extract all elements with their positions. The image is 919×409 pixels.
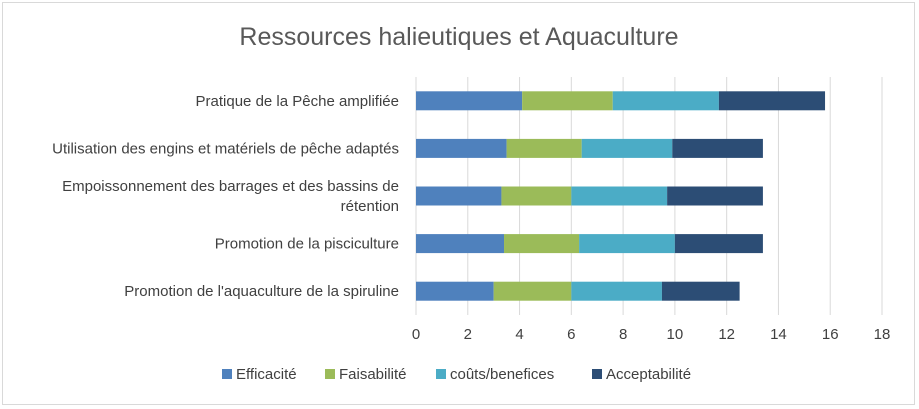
legend-label: Faisabilité (339, 366, 407, 383)
category-label: Pratique de la Pêche amplifiée (196, 93, 399, 110)
bars (416, 91, 826, 301)
x-tick-label: 2 (464, 326, 472, 343)
bar-segment (672, 138, 763, 158)
x-tick-label: 18 (874, 326, 891, 343)
bar-segment (581, 138, 673, 158)
legend-label: Efficacité (236, 366, 297, 383)
bar-segment (416, 138, 507, 158)
bar-segment (674, 234, 763, 254)
bar-segment (506, 138, 582, 158)
bar-segment (504, 234, 580, 254)
chart-title: Ressources halieutiques et Aquaculture (239, 23, 678, 51)
x-tick-label: 16 (822, 326, 839, 343)
x-tick-label: 4 (515, 326, 523, 343)
bar-segment (416, 281, 494, 301)
category-label: Promotion de la pisciculture (215, 236, 399, 253)
legend-swatch (436, 369, 446, 379)
x-tick-label: 0 (412, 326, 420, 343)
bar-segment (579, 234, 675, 254)
bar-segment (416, 234, 505, 254)
legend-swatch (325, 369, 335, 379)
x-tick-label: 6 (567, 326, 575, 343)
legend-swatch (222, 369, 232, 379)
bar-segment (612, 91, 719, 111)
bar-segment (416, 91, 523, 111)
x-axis-ticks: 0 2 4 6 8 10 12 14 16 18 (412, 326, 891, 343)
legend-label: coûts/benefices (450, 366, 554, 383)
x-tick-label: 12 (718, 326, 735, 343)
bar-segment (522, 91, 613, 111)
x-tick-label: 10 (667, 326, 684, 343)
category-label: rétention (341, 198, 399, 215)
category-labels: Pratique de la Pêche amplifiée Utilisatio… (52, 93, 399, 300)
bar-segment (416, 186, 502, 206)
category-label: Empoissonnement des barrages et des bass… (62, 178, 399, 195)
legend-swatch (592, 369, 602, 379)
bar-segment (493, 281, 572, 301)
x-tick-label: 8 (619, 326, 627, 343)
gridlines (415, 77, 883, 315)
category-label: Promotion de l'aquaculture de la spiruli… (124, 283, 399, 300)
bar-segment (661, 281, 740, 301)
legend: Efficacité Faisabilité coûts/benefices Acce… (222, 366, 691, 383)
bar-segment (667, 186, 763, 206)
category-label: Utilisation des engins et matériels de p… (52, 140, 399, 157)
bar-segment (718, 91, 826, 111)
bar-segment (571, 281, 662, 301)
bar-segment (571, 186, 668, 206)
legend-label: Acceptabilité (606, 366, 691, 383)
bar-segment (501, 186, 572, 206)
x-tick-label: 14 (770, 326, 787, 343)
